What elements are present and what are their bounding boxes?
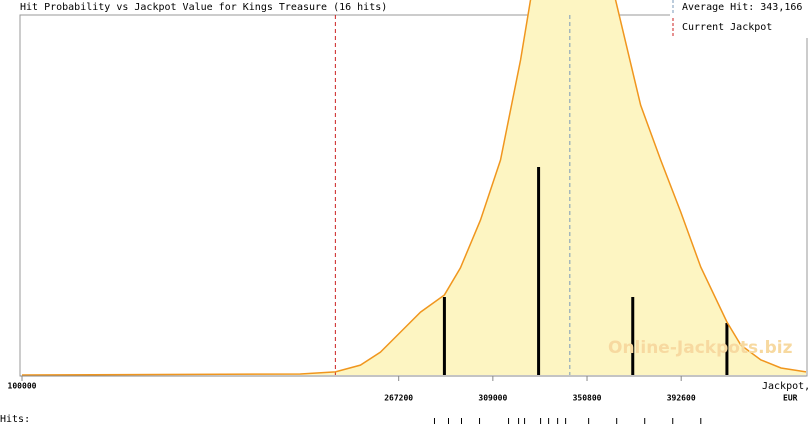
chart-title: Hit Probability vs Jackpot Value for Kin… bbox=[20, 2, 387, 13]
plot-area bbox=[21, 0, 807, 376]
curve-area bbox=[22, 0, 806, 375]
legend bbox=[670, 0, 810, 38]
x-tick-label: 392600 bbox=[667, 394, 696, 403]
x-tick-label: 309000 bbox=[478, 394, 507, 403]
x-tick-label: 267200 bbox=[384, 394, 413, 403]
x-tick-label: 350800 bbox=[573, 394, 602, 403]
x-tick-label: 100000 bbox=[8, 382, 37, 391]
watermark: Online-Jackpots.biz bbox=[608, 338, 793, 358]
probability-curve bbox=[21, 0, 807, 376]
x-axis-unit: EUR bbox=[783, 394, 798, 403]
legend-current: Current Jackpot bbox=[682, 22, 772, 33]
legend-average: Average Hit: 343,166 bbox=[682, 2, 802, 13]
hits-label: Hits: bbox=[0, 414, 30, 425]
x-axis-label: Jackpot, bbox=[762, 381, 810, 392]
